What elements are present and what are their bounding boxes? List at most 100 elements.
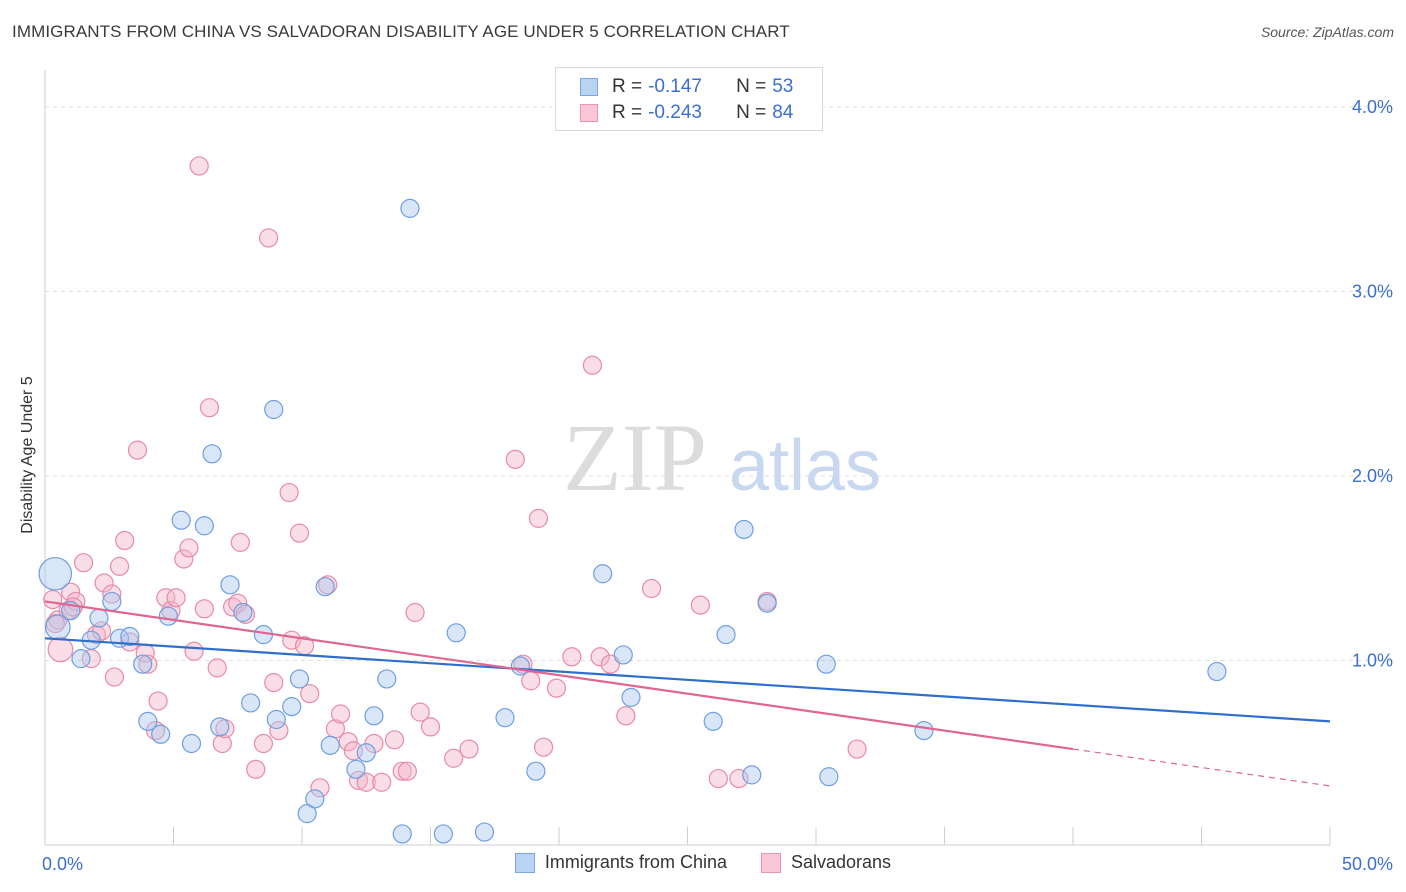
salvadorans-point (847, 739, 867, 759)
china-point (289, 669, 310, 689)
china-point (364, 706, 384, 726)
salvadorans-point (104, 667, 124, 687)
china-trend-line (44, 637, 1331, 723)
salvadorans-point (528, 508, 549, 528)
china-point (38, 556, 73, 591)
salvadorans-point (562, 647, 582, 667)
salvadorans-point (120, 632, 140, 652)
legend-r-label: R = (612, 76, 643, 97)
y-axis-label: Disability Age Under 5 (19, 376, 36, 534)
salvadorans-point (148, 691, 168, 711)
china-point (89, 608, 109, 628)
china-point (297, 804, 317, 824)
salvadorans-trend-line (44, 600, 1074, 751)
salvadorans-point (300, 684, 320, 704)
china-point (816, 654, 836, 674)
salvadorans-point (47, 636, 74, 663)
source-label: Source: ZipAtlas.com (1260, 24, 1394, 40)
china-point (742, 765, 762, 785)
china-point (400, 198, 420, 218)
china-point (613, 645, 633, 665)
salvadorans-point (289, 523, 310, 543)
china-point (819, 767, 839, 787)
salvadorans-point (228, 593, 248, 613)
salvadorans-point (184, 641, 204, 661)
legend-n-value: 53 (772, 76, 794, 97)
series-legend: Immigrants from China Salvadorans (0, 852, 1406, 873)
trend-lines (44, 600, 1331, 787)
correlation-legend: R = -0.147 N = 53 R = -0.243 N = 84 (555, 67, 823, 131)
y-tick-label: 3.0% (1352, 281, 1393, 301)
salvadorans-point (102, 584, 122, 604)
china-point (757, 593, 777, 613)
china-point (202, 444, 222, 464)
china-point (703, 711, 723, 731)
legend-swatch-salvadorans (580, 104, 598, 122)
salvadorans-point (708, 768, 728, 789)
salvadorans-point (166, 588, 186, 608)
salvadorans-point (348, 770, 369, 791)
china-point (210, 717, 230, 737)
legend-n-value: 84 (772, 102, 794, 123)
salvadorans-point (405, 602, 425, 623)
series-legend-china[interactable]: Immigrants from China (514, 852, 727, 873)
china-point (151, 724, 171, 744)
salvadorans-points (43, 156, 867, 798)
legend-row-salvadorans: R = -0.243 N = 84 (580, 101, 793, 125)
salvadorans-point (109, 556, 130, 576)
salvadorans-point (138, 654, 158, 674)
salvadorans-point (392, 761, 412, 781)
series-name-china: Immigrants from China (544, 852, 727, 872)
salvadorans-point (372, 772, 392, 792)
salvadorans-point (246, 759, 266, 779)
legend-r-label: R = (612, 102, 643, 123)
china-point (171, 510, 191, 530)
series-legend-salvadorans[interactable]: Salvadorans (760, 852, 891, 873)
salvadorans-trend-extension (1072, 748, 1331, 787)
china-point (158, 606, 178, 626)
legend-r-value: -0.147 (648, 76, 702, 97)
salvadorans-point (616, 706, 636, 726)
legend-swatch-china (580, 78, 598, 96)
china-point (526, 761, 546, 781)
salvadorans-point (459, 739, 479, 759)
china-point (356, 743, 376, 763)
china-point (593, 564, 613, 584)
salvadorans-point (338, 732, 358, 752)
salvadorans-point (356, 772, 376, 792)
y-tick-label: 4.0% (1352, 97, 1393, 117)
china-point (716, 625, 736, 645)
china-points (38, 198, 1227, 844)
china-point (266, 709, 286, 730)
china-point (320, 735, 340, 755)
tick-labels: 1.0% 2.0% 3.0% 4.0% 0.0% 50.0% (42, 97, 1393, 874)
salvadorans-point (269, 720, 289, 741)
salvadorans-point (410, 702, 430, 722)
china-point (241, 693, 261, 713)
salvadorans-point (174, 549, 194, 569)
salvadorans-point (194, 599, 214, 619)
china-point (315, 577, 335, 597)
china-point (346, 759, 366, 779)
salvadorans-point (397, 761, 417, 781)
salvadorans-point (258, 228, 279, 248)
salvadorans-point (127, 440, 148, 460)
salvadorans-point (73, 553, 94, 573)
salvadorans-point (729, 768, 749, 789)
china-point (1207, 661, 1227, 682)
salvadorans-point (330, 704, 351, 724)
legend-n-label: N = (736, 102, 767, 123)
salvadorans-point (533, 737, 554, 757)
grid-lines (45, 106, 1392, 661)
salvadorans-point (115, 530, 135, 551)
salvadorans-point (505, 449, 525, 469)
salvadorans-point (444, 748, 464, 768)
china-point (377, 669, 397, 689)
salvadorans-point (189, 156, 209, 176)
y-tick-label: 1.0% (1352, 650, 1393, 670)
china-point (220, 575, 240, 595)
salvadorans-point (590, 647, 610, 667)
watermark-zip: ZIP (563, 404, 707, 511)
legend-n-label: N = (736, 76, 767, 97)
